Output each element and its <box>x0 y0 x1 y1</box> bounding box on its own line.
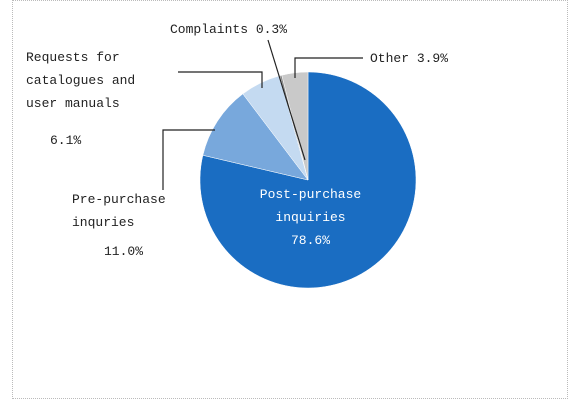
slice-label: Complaints 0.3% <box>170 18 287 41</box>
value-label: 11.0% <box>104 244 144 259</box>
frame <box>12 0 568 399</box>
value-label: 3.9% <box>416 51 449 66</box>
value-label: 6.1% <box>50 133 82 148</box>
category-label: Post-purchase inquiries <box>259 187 362 225</box>
slice-label: Other 3.9% <box>370 47 448 70</box>
value-label: 78.6% <box>290 233 330 248</box>
value-label: 0.3% <box>255 22 288 37</box>
category-label: Requests for catalogues and user manuals <box>26 50 136 111</box>
slice-label: Post-purchase inquiries 78.6% <box>238 183 383 252</box>
leader-line <box>162 129 215 190</box>
leader-line <box>178 71 263 88</box>
pie-slice <box>199 71 417 289</box>
category-label: Pre-purchase inquries <box>72 192 166 230</box>
slice-label: Pre-purchase inquries 11.0% <box>72 188 192 263</box>
category-label: Complaints <box>170 22 249 37</box>
leader-lines <box>162 39 363 190</box>
category-label: Other <box>370 51 410 66</box>
slice-label: Requests for catalogues and user manuals… <box>26 46 166 152</box>
leader-line <box>294 57 363 78</box>
leader-line <box>267 39 306 161</box>
pie-slice <box>202 93 309 181</box>
